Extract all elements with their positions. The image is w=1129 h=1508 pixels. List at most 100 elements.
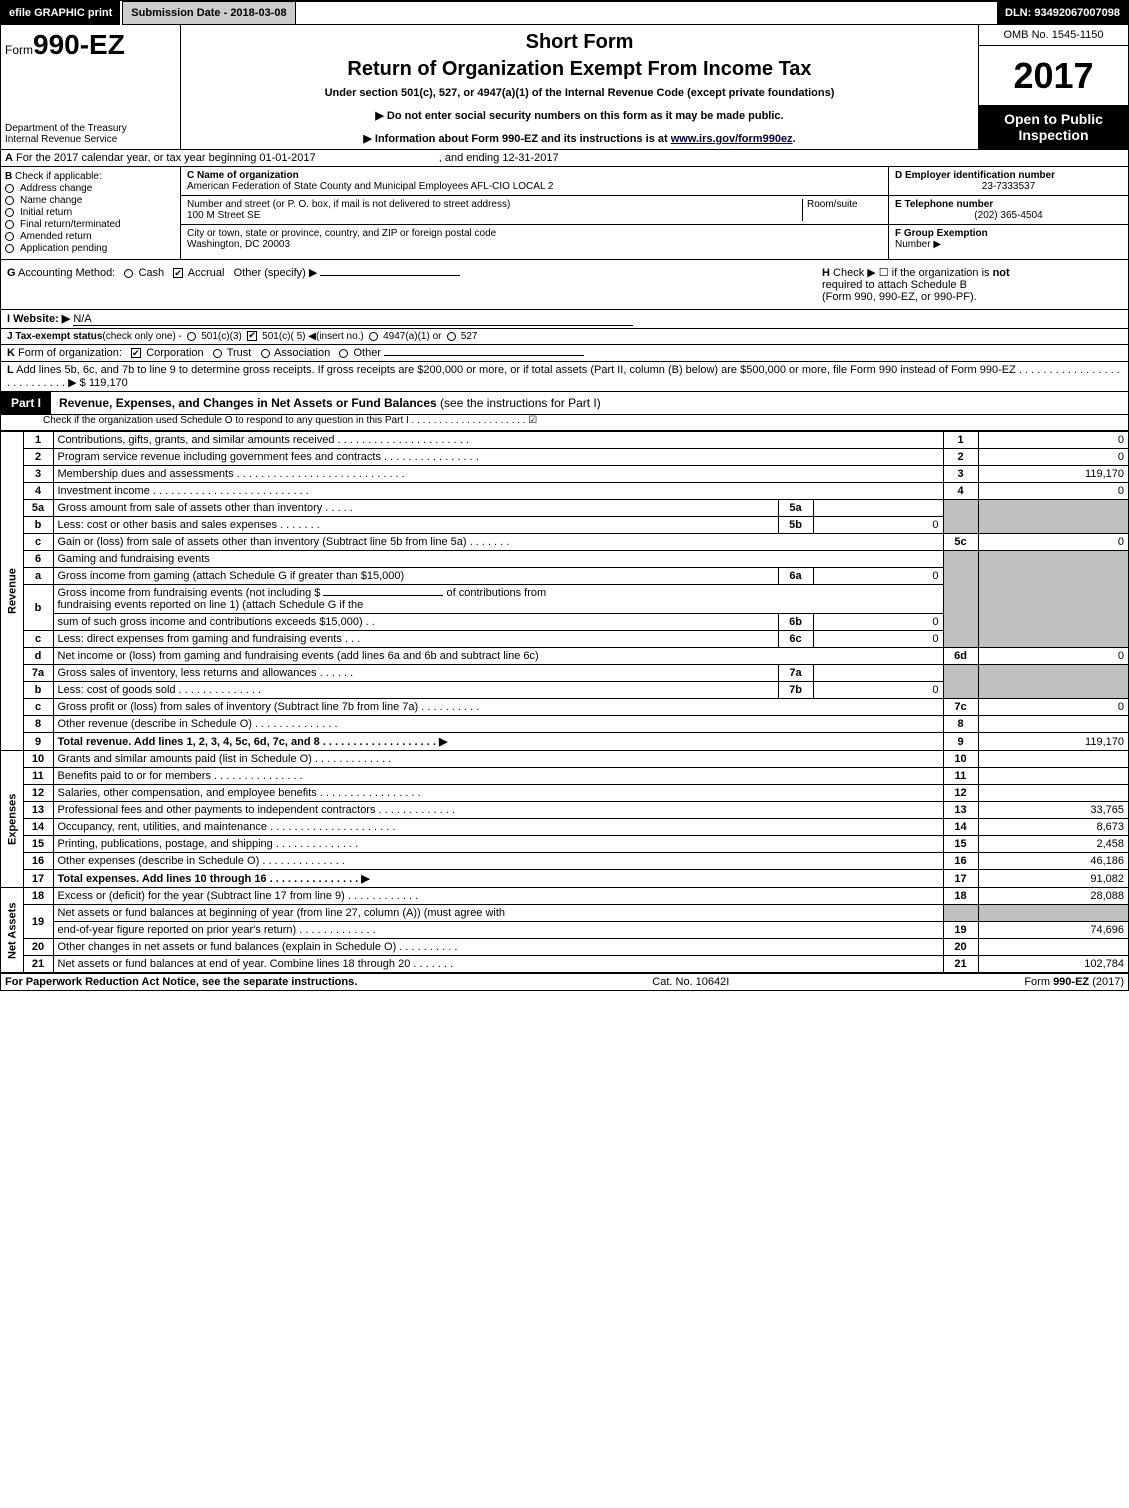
tax-year: 2017 bbox=[979, 46, 1128, 105]
radio-icon bbox=[5, 208, 14, 217]
line-value bbox=[978, 716, 1128, 733]
efile-print-button[interactable]: efile GRAPHIC print bbox=[1, 1, 122, 25]
h-text: Check ▶ ☐ if the organization is bbox=[830, 267, 993, 279]
j-501c3: 501(c)(3) bbox=[201, 331, 242, 342]
radio-association[interactable] bbox=[261, 349, 270, 358]
table-row: 13 Professional fees and other payments … bbox=[1, 802, 1128, 819]
part1-subtitle: Check if the organization used Schedule … bbox=[1, 415, 1128, 431]
radio-4947[interactable] bbox=[369, 332, 378, 341]
line-label: Gross amount from sale of assets other t… bbox=[53, 500, 778, 517]
dept-treasury: Department of the Treasury bbox=[5, 123, 176, 134]
radio-501c3[interactable] bbox=[187, 332, 196, 341]
section-b: B Check if applicable: Address change Na… bbox=[1, 167, 181, 259]
radio-other[interactable] bbox=[339, 349, 348, 358]
l-value: $ 119,170 bbox=[80, 377, 128, 389]
subline-value: 0 bbox=[813, 682, 943, 699]
line-ref: 8 bbox=[943, 716, 978, 733]
line-label: Excess or (deficit) for the year (Subtra… bbox=[53, 888, 943, 905]
j-527: 527 bbox=[461, 331, 478, 342]
radio-cash[interactable] bbox=[124, 269, 133, 278]
footer-cat: Cat. No. 10642I bbox=[652, 976, 729, 988]
line-value: 119,170 bbox=[978, 466, 1128, 483]
chk-initial-return[interactable]: Initial return bbox=[5, 207, 176, 218]
line-no: 21 bbox=[23, 956, 53, 973]
checkbox-corporation[interactable] bbox=[131, 348, 141, 358]
part1-table: Revenue 1 Contributions, gifts, grants, … bbox=[1, 431, 1128, 973]
table-row: 17 Total expenses. Add lines 10 through … bbox=[1, 870, 1128, 888]
radio-icon bbox=[5, 220, 14, 229]
info-grid: B Check if applicable: Address change Na… bbox=[1, 167, 1128, 260]
line-no: 12 bbox=[23, 785, 53, 802]
footer-right-post: (2017) bbox=[1089, 976, 1124, 988]
line-ref: 15 bbox=[943, 836, 978, 853]
radio-527[interactable] bbox=[447, 332, 456, 341]
sidelabel-expenses: Expenses bbox=[1, 751, 23, 888]
f-label: F Group Exemption bbox=[895, 228, 988, 239]
irs-link[interactable]: www.irs.gov/form990ez bbox=[671, 133, 793, 145]
line-label: Total expenses. Add lines 10 through 16 … bbox=[53, 870, 943, 888]
footer-form: 990-EZ bbox=[1053, 976, 1089, 988]
line-label: end-of-year figure reported on prior yea… bbox=[53, 922, 943, 939]
chk-application-pending[interactable]: Application pending bbox=[5, 243, 176, 254]
line-no: 1 bbox=[23, 432, 53, 449]
section-c: C Name of organization American Federati… bbox=[181, 167, 888, 259]
checkbox-accrual[interactable] bbox=[173, 268, 183, 278]
submission-date: Submission Date - 2018-03-08 bbox=[122, 1, 295, 25]
line-value: 28,088 bbox=[978, 888, 1128, 905]
c-label: C Name of organization bbox=[187, 170, 299, 181]
line-label: Investment income . . . . . . . . . . . … bbox=[53, 483, 943, 500]
line-label: Benefits paid to or for members . . . . … bbox=[53, 768, 943, 785]
chk-name-change[interactable]: Name change bbox=[5, 195, 176, 206]
table-row: 2 Program service revenue including gove… bbox=[1, 449, 1128, 466]
section-h: H Check ▶ ☐ if the organization is not r… bbox=[822, 266, 1122, 303]
chk-final-return[interactable]: Final return/terminated bbox=[5, 219, 176, 230]
chk-amended-return[interactable]: Amended return bbox=[5, 231, 176, 242]
line-ref: 3 bbox=[943, 466, 978, 483]
line-no: 15 bbox=[23, 836, 53, 853]
checkbox-501c[interactable] bbox=[247, 331, 257, 341]
subline-ref: 5a bbox=[778, 500, 813, 517]
line-no: 20 bbox=[23, 939, 53, 956]
g-cash: Cash bbox=[138, 267, 164, 279]
f-label2: Number ▶ bbox=[895, 239, 941, 250]
line-no: 14 bbox=[23, 819, 53, 836]
line-no: 17 bbox=[23, 870, 53, 888]
cell-city: City or town, state or province, country… bbox=[181, 225, 888, 253]
table-row: 3 Membership dues and assessments . . . … bbox=[1, 466, 1128, 483]
chk-address-change[interactable]: Address change bbox=[5, 183, 176, 194]
l-arrow: ▶ bbox=[68, 377, 76, 389]
topbar-spacer bbox=[296, 1, 997, 25]
sidelabel-revenue: Revenue bbox=[1, 432, 23, 751]
radio-trust[interactable] bbox=[213, 349, 222, 358]
website-value: N/A bbox=[73, 313, 633, 326]
subline-ref: 6c bbox=[778, 631, 813, 648]
subtitle: Under section 501(c), 527, or 4947(a)(1)… bbox=[189, 87, 970, 99]
d-label: D Employer identification number bbox=[895, 170, 1055, 181]
line-value: 0 bbox=[978, 483, 1128, 500]
top-bar: efile GRAPHIC print Submission Date - 20… bbox=[1, 1, 1128, 25]
title-short-form: Short Form bbox=[189, 31, 970, 54]
open-public-2: Inspection bbox=[981, 127, 1126, 143]
line-ref: 17 bbox=[943, 870, 978, 888]
subline-value: 0 bbox=[813, 631, 943, 648]
note-ssn: ▶ Do not enter social security numbers o… bbox=[189, 109, 970, 122]
grey-cell bbox=[943, 665, 978, 699]
table-row: 21 Net assets or fund balances at end of… bbox=[1, 956, 1128, 973]
header-right: OMB No. 1545-1150 2017 Open to Public In… bbox=[978, 25, 1128, 149]
chk-lbl: Initial return bbox=[20, 207, 72, 218]
part1-title: Revenue, Expenses, and Changes in Net As… bbox=[51, 392, 1128, 414]
room-suite: Room/suite bbox=[802, 199, 882, 221]
line-value: 0 bbox=[978, 699, 1128, 716]
g-text: Accounting Method: bbox=[16, 267, 116, 279]
subline-value: 0 bbox=[813, 614, 943, 631]
l6b-blank bbox=[323, 595, 443, 596]
form-number: Form990-EZ bbox=[5, 29, 176, 61]
line-ref: 4 bbox=[943, 483, 978, 500]
h-not: not bbox=[993, 267, 1010, 279]
table-row: 8 Other revenue (describe in Schedule O)… bbox=[1, 716, 1128, 733]
line-no: 2 bbox=[23, 449, 53, 466]
line-value: 33,765 bbox=[978, 802, 1128, 819]
header-center: Short Form Return of Organization Exempt… bbox=[181, 25, 978, 149]
line-ref: 7c bbox=[943, 699, 978, 716]
label-g: G bbox=[7, 267, 16, 279]
